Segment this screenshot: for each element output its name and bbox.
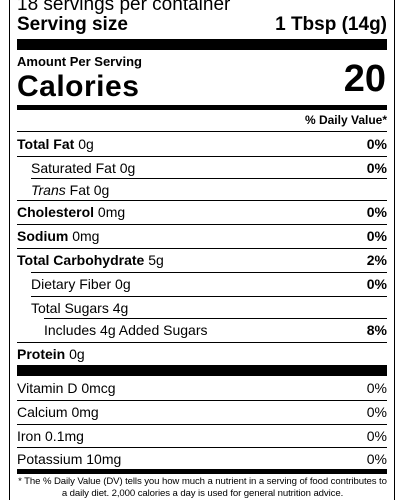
- nutrient-label: Total Sugars: [31, 300, 109, 316]
- serving-size-label: Serving size: [17, 14, 128, 35]
- nutrient-row-trans-fat: Trans Fat 0g: [17, 178, 387, 202]
- nutrient-row-total-sugars: Total Sugars 4g: [17, 296, 387, 320]
- nutrient-row-total-fat: Total Fat 0g 0%: [17, 132, 387, 156]
- vitamin-row-potassium: Potassium 10mg 0%: [17, 447, 387, 471]
- vitamin-amount: 10mg: [86, 451, 122, 467]
- nutrient-amount: 0g: [115, 276, 131, 292]
- vitamin-amount: 0mg: [71, 404, 99, 420]
- servings-per-container: 18 servings per container: [17, 0, 231, 15]
- vitamin-row-calcium: Calcium 0mg 0%: [17, 400, 387, 424]
- nutrient-label: Sodium: [17, 228, 69, 244]
- nutrient-row-dietary-fiber: Dietary Fiber 0g 0%: [17, 272, 387, 296]
- daily-value-footnote: * The % Daily Value (DV) tells you how m…: [18, 476, 387, 499]
- nutrient-label-prefix: Includes: [44, 322, 97, 338]
- nutrient-label: Total Carbohydrate: [17, 252, 145, 268]
- nutrient-amount: 0g: [78, 136, 94, 152]
- divider: [17, 342, 387, 343]
- nutrient-dv: 0%: [366, 228, 387, 244]
- vitamin-amount: 0mcg: [81, 380, 116, 396]
- nutrient-row-sodium: Sodium 0mg 0%: [17, 224, 387, 248]
- nutrient-dv: 0%: [366, 160, 387, 176]
- divider: [31, 178, 387, 179]
- medium-divider: [17, 105, 387, 110]
- vitamin-dv: 0%: [366, 451, 387, 467]
- serving-size-value: 1 Tbsp (14g): [275, 14, 387, 35]
- divider: [44, 318, 387, 319]
- nutrient-dv: 2%: [366, 252, 387, 268]
- nutrient-label: Added Sugars: [118, 322, 208, 338]
- nutrient-label: Saturated Fat: [31, 160, 116, 176]
- nutrient-row-added-sugars: Includes 4g Added Sugars 8%: [17, 318, 387, 342]
- vitamin-amount: 0.1mg: [45, 428, 84, 444]
- divider: [17, 248, 387, 249]
- divider: [17, 156, 387, 157]
- nutrient-amount: 0g: [93, 182, 110, 198]
- divider: [17, 131, 387, 132]
- nutrient-label-italic: Trans: [31, 182, 66, 198]
- vitamin-dv: 0%: [366, 404, 387, 420]
- nutrient-row-total-carbohydrate: Total Carbohydrate 5g 2%: [17, 248, 387, 272]
- divider: [17, 200, 387, 201]
- vitamin-label: Iron: [17, 428, 42, 444]
- nutrient-amount: 5g: [148, 252, 164, 268]
- nutrient-dv: 0%: [366, 136, 387, 152]
- nutrient-label: Fat: [69, 182, 90, 198]
- nutrient-amount: 0mg: [97, 204, 126, 220]
- nutrient-amount: 0g: [119, 160, 136, 176]
- divider: [31, 272, 387, 273]
- thick-divider: [17, 365, 387, 376]
- nutrition-facts-panel: 18 servings per container Serving size 1…: [9, 0, 395, 500]
- nutrient-row-cholesterol: Cholesterol 0mg 0%: [17, 200, 387, 224]
- vitamin-label: Calcium: [17, 404, 68, 420]
- vitamin-row-iron: Iron 0.1mg 0%: [17, 424, 387, 448]
- daily-value-header: % Daily Value*: [304, 113, 387, 127]
- divider: [17, 447, 387, 448]
- nutrient-label: Cholesterol: [17, 204, 95, 220]
- thick-divider: [17, 39, 387, 50]
- serving-size-row: Serving size 1 Tbsp (14g): [17, 14, 387, 36]
- divider: [17, 400, 387, 401]
- medium-divider: [17, 469, 387, 474]
- divider: [17, 224, 387, 225]
- nutrient-amount: 4g: [100, 322, 116, 338]
- vitamin-label: Vitamin D: [17, 380, 78, 396]
- nutrient-row-protein: Protein 0g: [17, 342, 387, 366]
- amount-per-serving: Amount Per Serving: [17, 54, 142, 69]
- nutrient-amount: 0mg: [72, 228, 100, 244]
- nutrient-amount: 0g: [69, 346, 85, 362]
- vitamin-dv: 0%: [366, 380, 387, 396]
- nutrient-row-saturated-fat: Saturated Fat 0g 0%: [17, 156, 387, 180]
- divider: [31, 296, 387, 297]
- nutrient-dv: 0%: [366, 204, 387, 220]
- nutrient-label: Protein: [17, 346, 66, 362]
- nutrient-label: Dietary Fiber: [31, 276, 112, 292]
- calories-label: Calories: [17, 70, 140, 103]
- vitamin-dv: 0%: [366, 428, 387, 444]
- vitamin-row-vitamin-d: Vitamin D 0mcg 0%: [17, 376, 387, 400]
- calories-value: 20: [343, 58, 386, 100]
- vitamin-label: Potassium: [17, 451, 83, 467]
- nutrient-amount: 4g: [112, 300, 129, 316]
- divider: [17, 424, 387, 425]
- nutrient-dv: 0%: [366, 276, 387, 292]
- nutrient-dv: 8%: [366, 322, 387, 338]
- nutrient-label: Total Fat: [17, 136, 75, 152]
